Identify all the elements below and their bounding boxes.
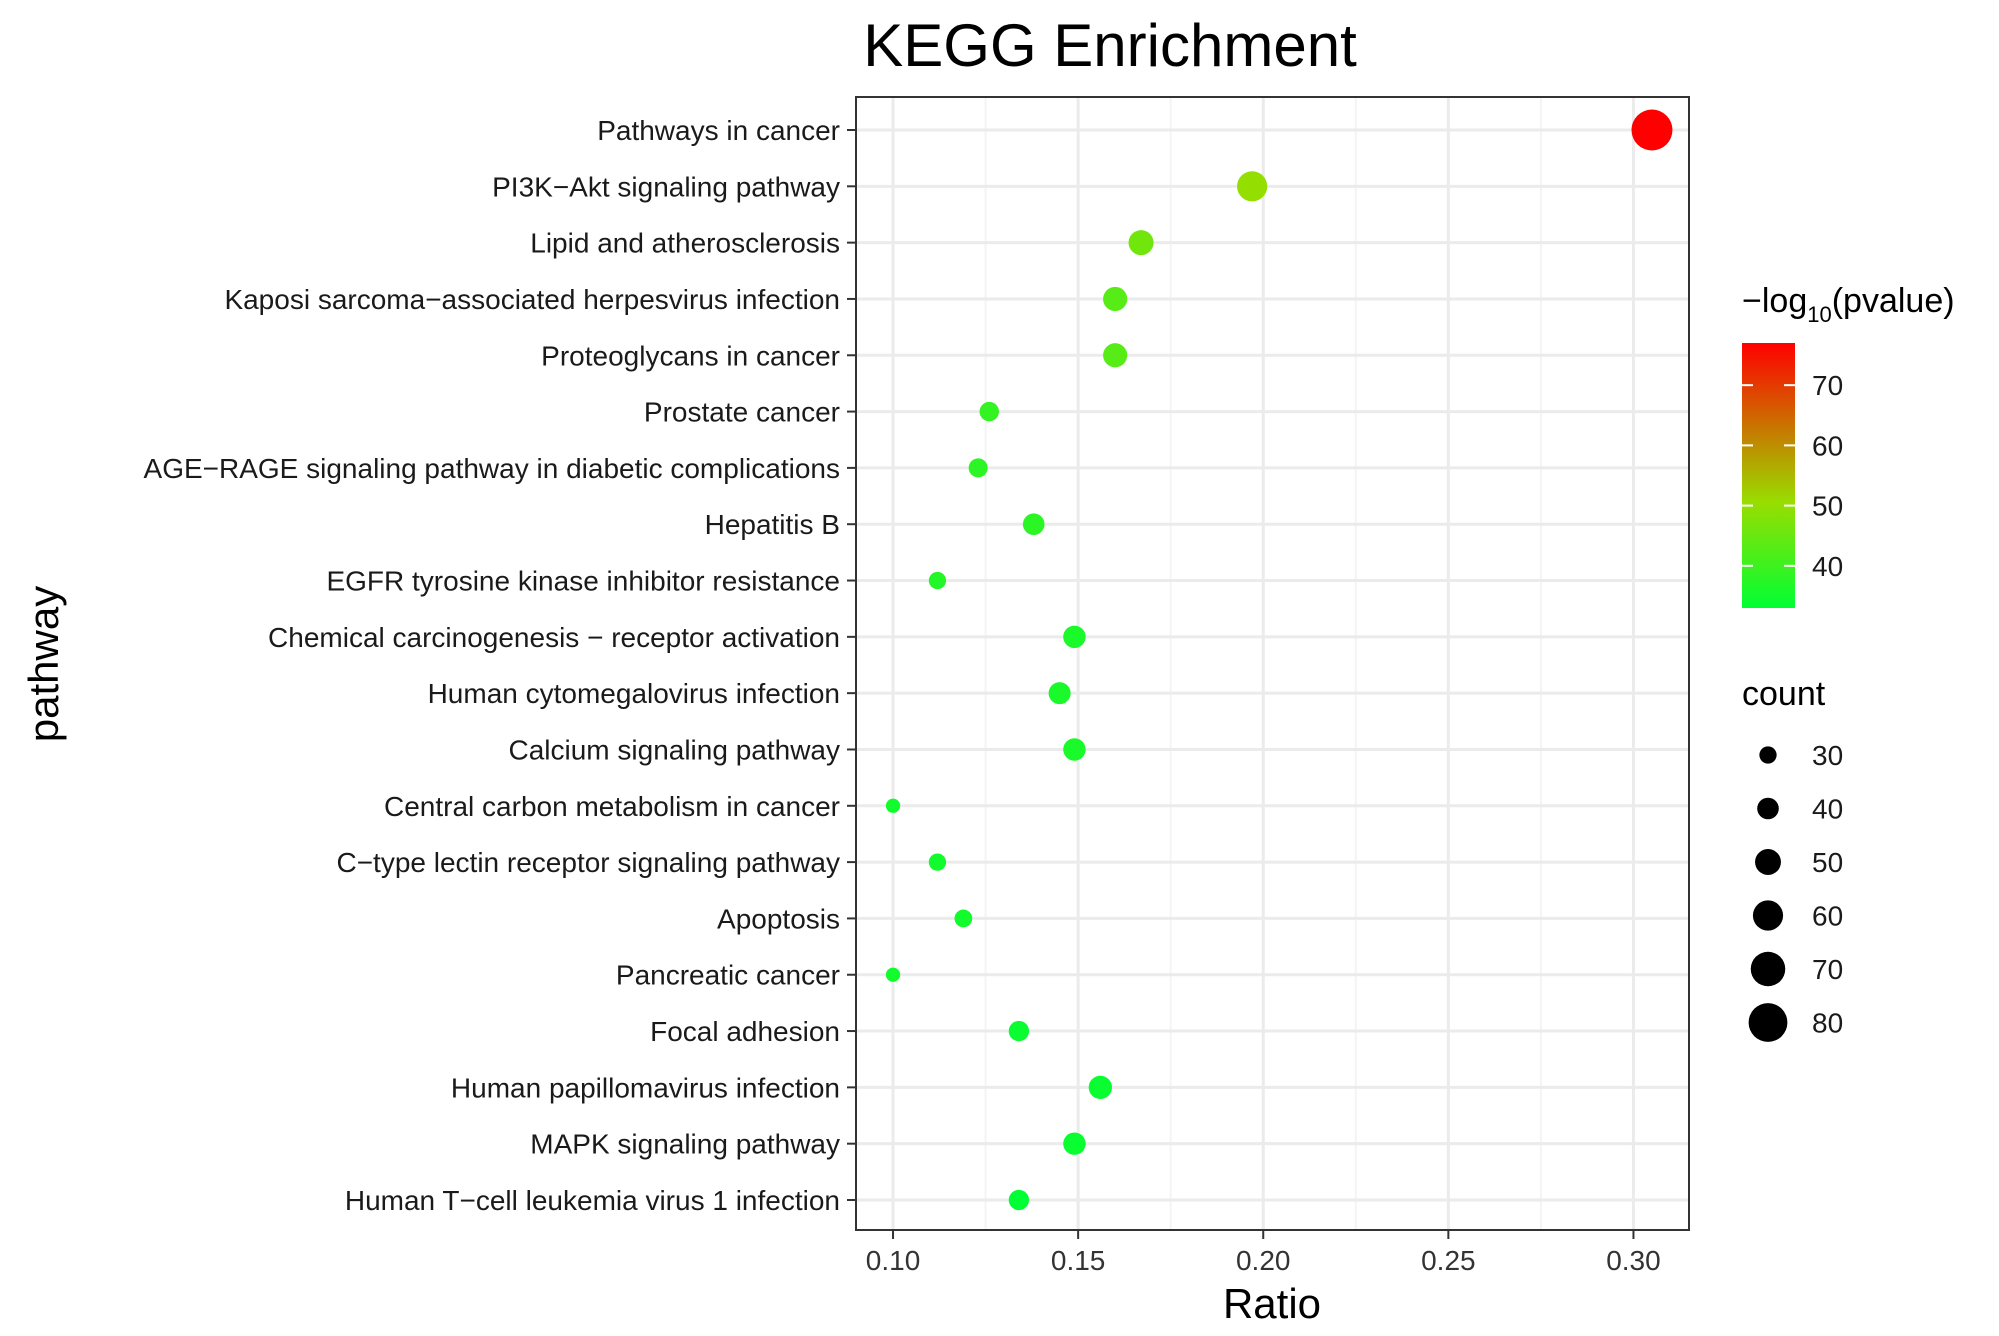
size-legend-label: 30 [1812,740,1843,771]
point-chemical-carcinogenesis-receptor-activation [1063,625,1086,649]
y-tick-label-kaposi-sarcoma-associated-herpesvirus-infection: Kaposi sarcoma−associated herpesvirus in… [224,284,840,315]
point-proteoglycans-in-cancer [1103,343,1128,368]
color-tick-label: 50 [1812,491,1843,522]
point-apoptosis [954,909,973,928]
y-tick-label-pancreatic-cancer: Pancreatic cancer [616,960,840,991]
point-human-cytomegalovirus-infection [1048,682,1071,705]
size-legend-items: 30 40 50 60 70 80 [1748,740,1843,1042]
y-axis-title: pathway [20,586,67,742]
point-pi3k-akt-signaling-pathway [1237,171,1268,202]
y-tick-label-egfr-tyrosine-kinase-inhibitor-resistance: EGFR tyrosine kinase inhibitor resistanc… [326,566,840,597]
point-human-t-cell-leukemia-virus-1-infection [1008,1189,1030,1211]
y-tick-label-calcium-signaling-pathway: Calcium signaling pathway [508,734,840,765]
y-tick-label-human-papillomavirus-infection: Human papillomavirus infection [451,1072,840,1103]
point-central-carbon-metabolism-in-cancer [885,798,901,813]
color-legend-title-suffix: (pvalue) [1832,282,1955,320]
point-egfr-tyrosine-kinase-inhibitor-resistance [928,571,947,590]
x-tick-label: 0.20 [1236,1245,1291,1276]
color-legend-title-subscript: 10 [1807,302,1831,327]
point-mapk-signaling-pathway [1063,1132,1086,1155]
y-tick-label-mapk-signaling-pathway: MAPK signaling pathway [530,1129,840,1160]
color-legend-title-prefix: −log [1742,282,1807,320]
size-legend-label: 50 [1812,847,1843,878]
plot-panel [856,97,1689,1230]
color-tick-label: 70 [1812,370,1843,401]
y-tick-label-apoptosis: Apoptosis [717,903,840,934]
y-tick-label-proteoglycans-in-cancer: Proteoglycans in cancer [541,340,840,371]
chart-title: KEGG Enrichment [863,12,1357,79]
size-legend-circle [1755,849,1781,875]
point-age-rage-signaling-pathway-in-diabetic-complications [968,458,988,478]
y-tick-label-c-type-lectin-receptor-signaling-pathway: C−type lectin receptor signaling pathway [336,847,840,878]
size-legend-circle [1750,951,1786,987]
y-tick-label-human-t-cell-leukemia-virus-1-infection: Human T−cell leukemia virus 1 infection [345,1185,840,1216]
y-tick-label-focal-adhesion: Focal adhesion [650,1016,840,1047]
size-legend-circle [1757,797,1779,820]
size-legend-circle [1759,746,1777,764]
x-axis: 0.10 0.15 0.20 0.25 0.30 [866,1230,1661,1276]
y-tick-label-hepatitis-b: Hepatitis B [705,509,840,540]
color-tick-label: 40 [1812,551,1843,582]
y-tick-label-central-carbon-metabolism-in-cancer: Central carbon metabolism in cancer [384,791,840,822]
x-tick-label: 0.25 [1421,1245,1476,1276]
point-pancreatic-cancer [885,967,901,982]
y-tick-label-lipid-and-atherosclerosis: Lipid and atherosclerosis [530,228,840,259]
color-legend: −log10(pvalue) 40 50 60 70 [1742,282,1955,608]
color-tick-label: 60 [1812,430,1843,461]
x-tick-label: 0.15 [1051,1245,1106,1276]
y-tick-label-human-cytomegalovirus-infection: Human cytomegalovirus infection [428,678,840,709]
size-legend-label: 60 [1812,901,1843,932]
point-prostate-cancer [979,401,1000,422]
size-legend-label: 70 [1812,954,1843,985]
point-hepatitis-b [1022,513,1045,536]
x-tick-label: 0.10 [866,1245,921,1276]
x-axis-title: Ratio [1223,1280,1321,1327]
size-legend-label: 40 [1812,794,1843,825]
size-legend-title: count [1742,675,1826,713]
point-lipid-and-atherosclerosis [1128,230,1154,256]
grid [856,97,1689,1230]
point-human-papillomavirus-infection [1088,1075,1113,1100]
y-tick-label-pi3k-akt-signaling-pathway: PI3K−Akt signaling pathway [492,171,840,202]
point-calcium-signaling-pathway [1063,738,1086,761]
color-gradient-bar [1742,343,1795,608]
point-focal-adhesion [1008,1020,1030,1042]
y-tick-label-chemical-carcinogenesis-receptor-activation: Chemical carcinogenesis − receptor activ… [268,622,840,653]
point-c-type-lectin-receptor-signaling-pathway [928,853,947,871]
y-tick-label-prostate-cancer: Prostate cancer [644,397,840,428]
color-legend-title: −log10(pvalue) [1742,282,1955,327]
size-legend-label: 80 [1812,1008,1843,1039]
y-axis: Pathways in cancer PI3K−Akt signaling pat… [144,115,856,1216]
size-legend-circle [1748,1003,1788,1042]
data-points [885,109,1673,1211]
x-tick-label: 0.30 [1606,1245,1661,1276]
y-tick-label-age-rage-signaling-pathway-in-diabetic-complications: AGE−RAGE signaling pathway in diabetic c… [144,453,840,484]
size-legend: count 30 40 50 60 70 80 [1742,675,1843,1042]
y-tick-label-pathways-in-cancer: Pathways in cancer [597,115,840,146]
color-legend-ticks: 40 50 60 70 [1742,370,1843,582]
point-pathways-in-cancer [1631,109,1673,151]
panel-border [855,96,1690,1231]
point-kaposi-sarcoma-associated-herpesvirus-infection [1103,286,1128,312]
size-legend-circle [1752,900,1784,931]
